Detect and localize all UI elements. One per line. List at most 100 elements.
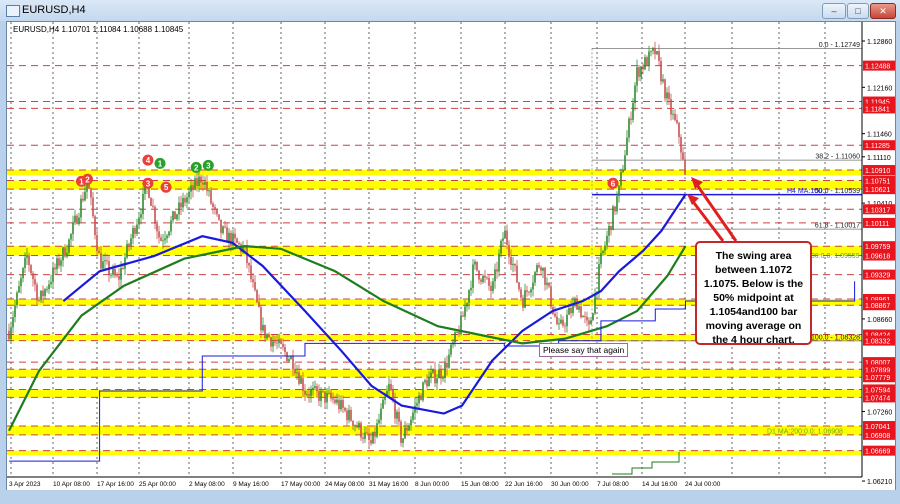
candle-body [258, 302, 260, 308]
candle-body [46, 289, 48, 290]
candle-body [446, 362, 448, 368]
time-tick-label: 3 Apr 2023 [9, 481, 41, 488]
maximize-button[interactable]: □ [847, 3, 869, 19]
candle-body [556, 316, 558, 325]
candle-body [362, 437, 364, 439]
price-level-label-bg [863, 103, 895, 114]
candle [192, 181, 194, 198]
chart-window[interactable]: 0.0 - 1.12749 38.2 - 1.11060 50.0 - 1.1053… [6, 21, 896, 491]
candle [264, 324, 266, 342]
support-resistance-zone [7, 450, 862, 456]
swing-marker-number: 2 [85, 175, 90, 184]
candle [348, 404, 350, 424]
candle [18, 280, 20, 294]
candle [640, 65, 642, 82]
candle-body [36, 284, 38, 301]
candle [76, 213, 78, 225]
candle [68, 238, 70, 257]
candle-body [456, 331, 458, 333]
price-tick-label: 1.08660 [867, 317, 892, 324]
candle [272, 335, 274, 353]
candle [514, 263, 516, 272]
candle-body [570, 307, 572, 314]
candle-body [180, 202, 182, 208]
candle-body [676, 120, 678, 123]
candle [182, 192, 184, 212]
candle-body [470, 287, 472, 291]
candle [600, 247, 602, 269]
candle-body [268, 334, 270, 338]
candle-body [204, 181, 206, 185]
candle [92, 192, 94, 219]
candle-body [494, 269, 496, 282]
candle [554, 306, 556, 318]
candle-body [78, 217, 80, 224]
candle-body [568, 307, 570, 315]
candle-body [410, 419, 412, 426]
candle-body [644, 57, 646, 70]
candle-body [144, 186, 146, 194]
candle [306, 390, 308, 397]
candle-body [514, 263, 516, 266]
candle [266, 332, 268, 341]
candle [274, 335, 276, 346]
candle [340, 395, 342, 412]
candle-body [380, 408, 382, 420]
candle-body [42, 290, 44, 297]
candle [396, 409, 398, 425]
candle-body [500, 240, 502, 254]
candle [366, 427, 368, 435]
candle [412, 408, 414, 424]
candle [220, 219, 222, 239]
price-level-label: 1.09759 [863, 241, 895, 252]
candle [34, 273, 36, 292]
arrow-head [691, 177, 703, 189]
price-level-label-text: 1.08332 [865, 339, 890, 346]
candle-body [182, 198, 184, 208]
candle-body [496, 269, 498, 272]
support-resistance-zone [7, 298, 862, 306]
close-button[interactable]: ✕ [870, 3, 896, 19]
candle [346, 407, 348, 426]
candle-body [8, 330, 10, 340]
candle [416, 396, 418, 414]
fib-label: 61.8 - 1.10017 [815, 223, 860, 230]
price-level-label-text: 1.06669 [865, 449, 890, 456]
candle [584, 311, 586, 324]
candle [28, 252, 30, 272]
price-level-label-text: 1.10317 [865, 207, 890, 214]
candle [10, 321, 12, 344]
time-tick-label: 30 Jun 00:00 [551, 481, 589, 488]
swing-marker: 4 [142, 154, 154, 166]
candle [432, 368, 434, 375]
candle [132, 225, 134, 245]
candle [174, 211, 176, 220]
candle-body [82, 198, 84, 201]
candle [86, 183, 88, 199]
candle [70, 232, 72, 247]
candle-body [504, 230, 506, 239]
candle [648, 45, 650, 72]
candle-body [426, 380, 428, 387]
candle-body [428, 377, 430, 387]
candle-body [486, 277, 488, 279]
candle-body [270, 337, 272, 347]
minimize-button[interactable]: – [822, 3, 846, 19]
candle-body [304, 390, 306, 395]
candle [666, 87, 668, 105]
candle-body [210, 190, 212, 204]
candle-body [248, 263, 250, 266]
candle [94, 214, 96, 240]
price-level-label: 1.10910 [863, 165, 895, 176]
candle [682, 146, 684, 161]
candle-body [440, 369, 442, 379]
candle-body [394, 399, 396, 419]
price-level-label: 1.11285 [863, 140, 895, 151]
candle [616, 191, 618, 215]
price-level-label-text: 1.07779 [865, 375, 890, 382]
candle [102, 254, 104, 269]
candle [388, 376, 390, 398]
swing-marker: 5 [160, 181, 172, 193]
candle-body [430, 372, 432, 378]
price-level-label-text: 1.08007 [865, 360, 890, 367]
